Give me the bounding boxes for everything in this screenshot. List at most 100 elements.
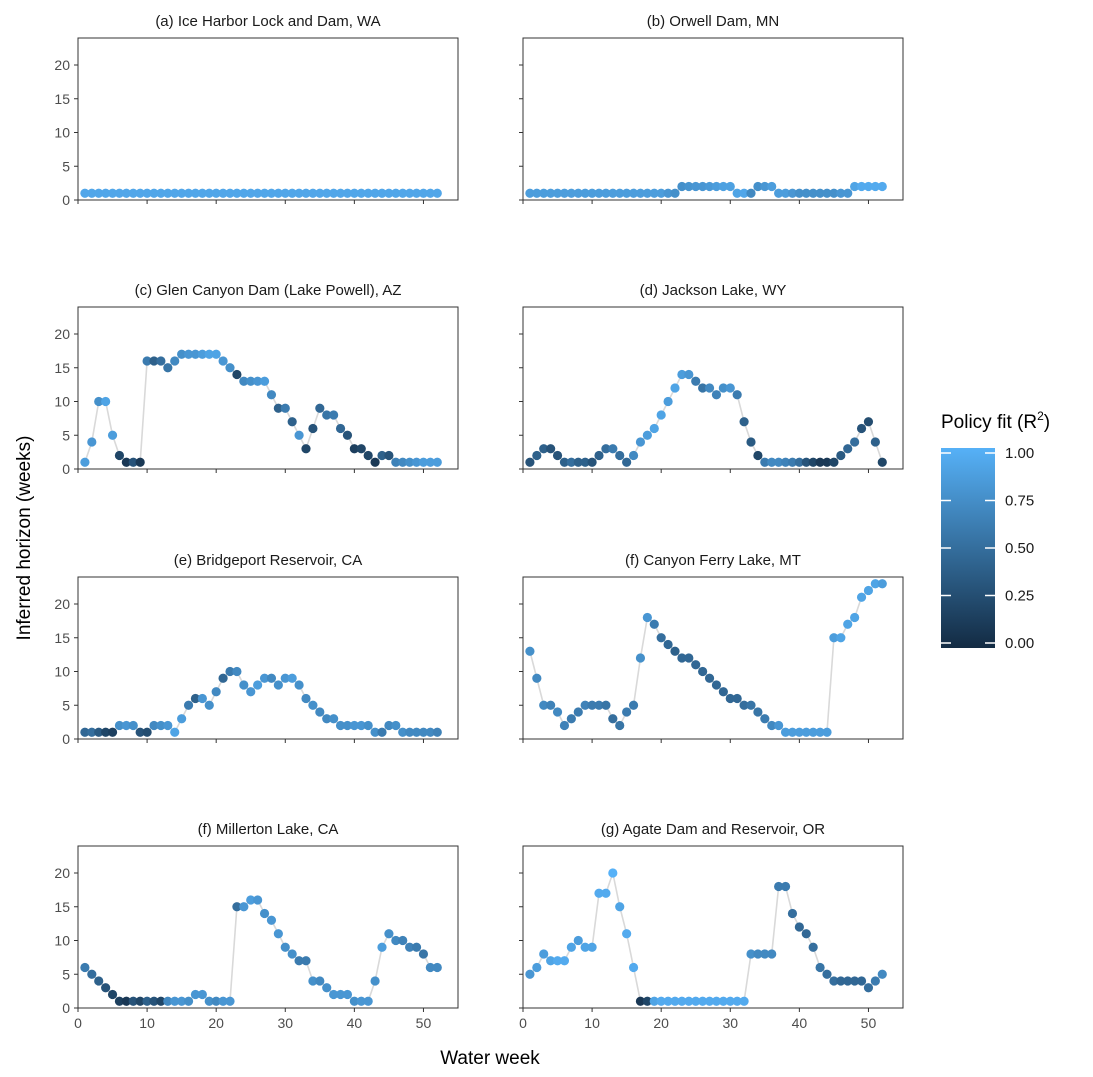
data-point bbox=[725, 181, 735, 192]
y-tick-label: 5 bbox=[62, 966, 70, 982]
data-point bbox=[836, 976, 846, 986]
data-point bbox=[718, 181, 728, 192]
data-point bbox=[698, 666, 708, 677]
data-point bbox=[163, 363, 173, 373]
data-point bbox=[663, 639, 673, 650]
data-point bbox=[863, 585, 874, 596]
data-point bbox=[725, 996, 735, 1006]
x-tick-label: 30 bbox=[722, 1015, 738, 1031]
data-point bbox=[391, 720, 401, 731]
data-point bbox=[287, 417, 297, 427]
data-point bbox=[370, 188, 380, 198]
data-point bbox=[425, 962, 435, 973]
data-point bbox=[649, 188, 659, 198]
data-point bbox=[836, 633, 846, 643]
data-point bbox=[418, 949, 429, 959]
data-point bbox=[704, 996, 715, 1006]
data-point bbox=[308, 188, 318, 198]
data-point bbox=[649, 996, 659, 1006]
data-point bbox=[663, 396, 673, 407]
data-point bbox=[525, 457, 535, 467]
data-point bbox=[877, 579, 887, 589]
data-point bbox=[594, 700, 604, 710]
data-point bbox=[356, 444, 366, 454]
data-point bbox=[218, 996, 228, 1006]
data-point bbox=[760, 714, 770, 724]
data-point bbox=[377, 942, 387, 952]
data-point bbox=[218, 188, 228, 198]
data-point bbox=[753, 450, 763, 461]
data-point bbox=[753, 181, 763, 192]
y-tick-label: 15 bbox=[54, 630, 70, 646]
data-point bbox=[546, 444, 556, 454]
data-point bbox=[677, 996, 687, 1006]
data-point bbox=[308, 700, 318, 710]
data-point bbox=[183, 996, 194, 1006]
data-point bbox=[856, 976, 867, 986]
data-point bbox=[273, 403, 283, 413]
data-point bbox=[266, 915, 277, 925]
data-point bbox=[183, 188, 194, 198]
data-point bbox=[704, 673, 715, 683]
data-point bbox=[718, 687, 728, 697]
data-point bbox=[794, 922, 804, 932]
data-point bbox=[656, 188, 666, 198]
data-point bbox=[211, 188, 221, 198]
data-point bbox=[559, 956, 570, 966]
data-point bbox=[691, 376, 701, 386]
data-point bbox=[377, 727, 387, 737]
data-point bbox=[398, 935, 408, 946]
data-point bbox=[808, 942, 818, 952]
y-tick-label: 10 bbox=[54, 125, 70, 141]
data-point bbox=[225, 666, 235, 677]
data-point bbox=[432, 457, 442, 467]
data-point bbox=[877, 457, 887, 467]
data-point bbox=[794, 188, 804, 198]
data-point bbox=[280, 673, 290, 683]
data-point bbox=[190, 693, 201, 704]
data-point bbox=[739, 996, 749, 1006]
data-point bbox=[322, 188, 332, 198]
data-point bbox=[698, 181, 708, 192]
data-point bbox=[135, 727, 145, 737]
data-point bbox=[628, 700, 639, 710]
data-point bbox=[711, 390, 722, 400]
y-tick-label: 5 bbox=[62, 158, 70, 174]
data-point bbox=[370, 976, 380, 986]
data-point bbox=[190, 989, 201, 1000]
data-point bbox=[698, 996, 708, 1006]
data-point bbox=[684, 369, 694, 380]
legend-tick-label: 0.75 bbox=[1005, 493, 1034, 510]
data-point bbox=[204, 349, 214, 359]
data-point bbox=[197, 693, 207, 704]
data-point bbox=[801, 188, 811, 198]
y-tick-label: 0 bbox=[62, 1000, 70, 1016]
data-point bbox=[525, 188, 535, 198]
data-point bbox=[411, 942, 422, 952]
data-point bbox=[525, 646, 535, 656]
data-point bbox=[635, 996, 646, 1006]
data-point bbox=[739, 188, 749, 198]
data-point bbox=[850, 612, 860, 623]
data-point bbox=[774, 720, 784, 731]
data-point bbox=[815, 962, 825, 973]
data-point bbox=[335, 188, 346, 198]
legend-title-superscript: 2 bbox=[1037, 409, 1044, 423]
panel-title: (f) Canyon Ferry Lake, MT bbox=[625, 552, 801, 569]
panel-title: (b) Orwell Dam, MN bbox=[647, 13, 780, 30]
data-point bbox=[349, 996, 359, 1006]
data-point bbox=[170, 727, 180, 737]
data-point bbox=[670, 996, 680, 1006]
color-legend: Policy fit (R2) 1.00 0.75 0.50 0.25 0.00 bbox=[941, 409, 1050, 652]
data-point bbox=[870, 181, 880, 192]
data-point bbox=[663, 188, 673, 198]
data-point bbox=[677, 653, 687, 663]
data-point bbox=[259, 673, 270, 683]
data-point bbox=[149, 720, 159, 731]
data-point bbox=[391, 188, 401, 198]
data-point bbox=[642, 612, 652, 623]
data-point bbox=[329, 188, 339, 198]
data-point bbox=[767, 720, 777, 731]
data-point bbox=[587, 700, 597, 710]
data-point bbox=[601, 700, 611, 710]
